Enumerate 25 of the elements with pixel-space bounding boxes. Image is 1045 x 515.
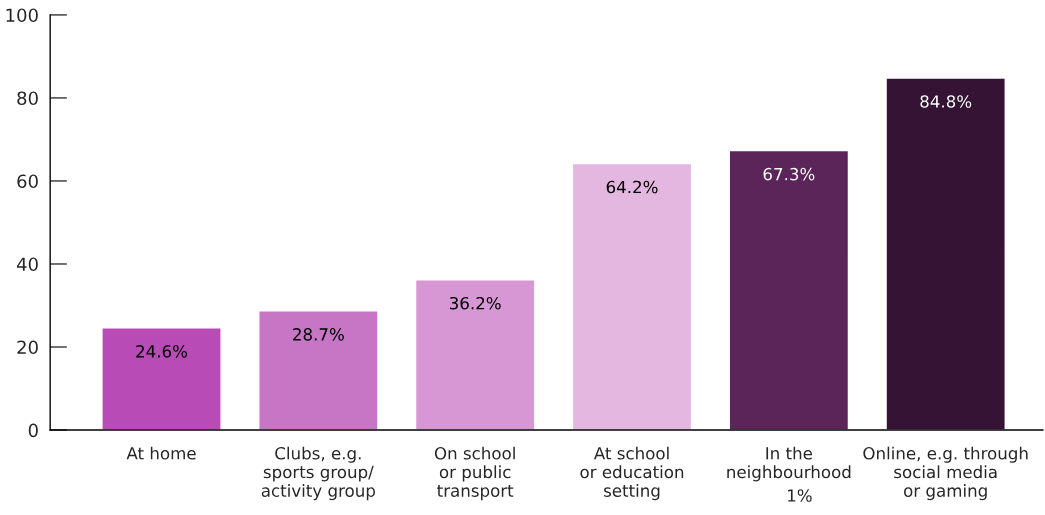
data-label: 24.6% <box>136 345 188 358</box>
x-tick-label: At home <box>126 446 196 460</box>
y-tick-label: 20 <box>17 340 38 355</box>
data-label: 67.3% <box>763 167 815 181</box>
y-tick-label: 60 <box>17 174 38 189</box>
data-label: 84.8% <box>920 95 972 108</box>
y-tick-label: 80 <box>17 91 38 106</box>
text: 1% <box>788 489 812 502</box>
data-label: 64.2% <box>606 180 658 194</box>
x-tick-label: On school or public transport <box>434 446 515 501</box>
data-label: 36.2% <box>449 296 501 310</box>
bar <box>101 327 222 431</box>
data-label: 28.7% <box>293 328 344 341</box>
bar <box>258 310 379 431</box>
y-tick-label: 100 <box>6 8 38 23</box>
y-tick-label: 0 <box>28 423 38 438</box>
bar <box>571 162 693 431</box>
x-tick-label: In the neighbourhood <box>727 446 851 482</box>
y-tick-label: 40 <box>16 257 38 272</box>
x-tick-label: At school or education setting <box>580 446 684 501</box>
bar <box>885 77 1006 431</box>
x-tick-label: Online, e.g. through social media or gaming <box>863 446 1028 501</box>
x-tick-label: Clubs, e.g. sports group/ activity group <box>261 446 375 501</box>
bar <box>414 279 536 431</box>
bar <box>728 149 850 431</box>
